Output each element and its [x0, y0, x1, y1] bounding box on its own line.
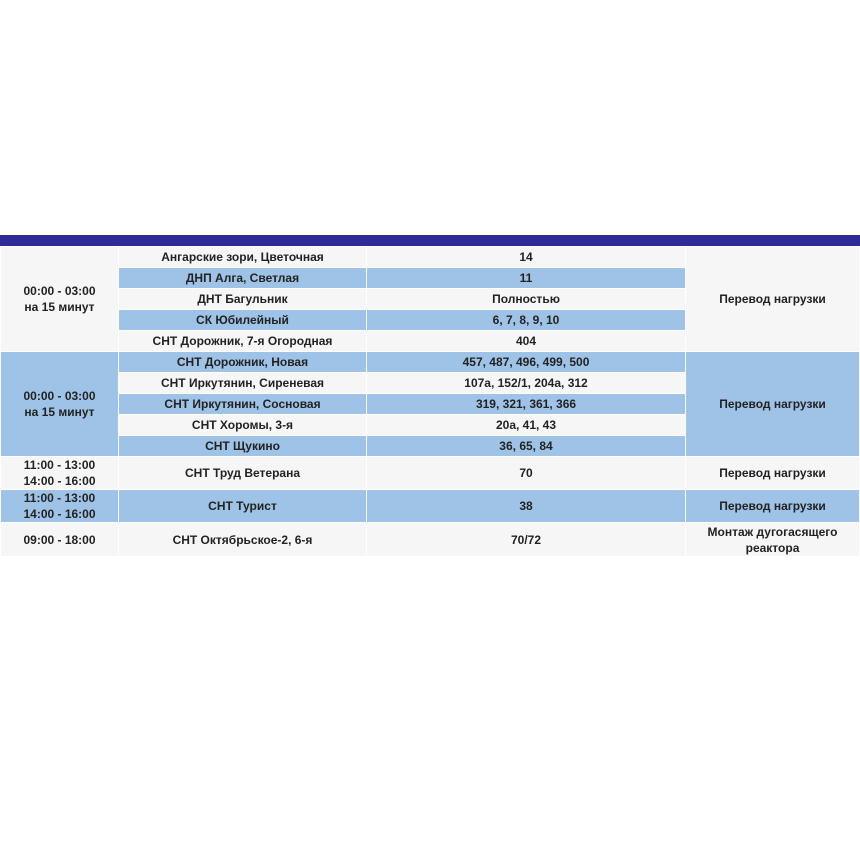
table-row: ДНТ Багульник Полностью	[1, 289, 859, 309]
table-row: СНТ Иркутянин, Сиреневая 107а, 152/1, 20…	[1, 373, 859, 393]
table-row: СНТ Щукино 36, 65, 84	[1, 436, 859, 456]
outage-schedule-table: 00:00 - 03:00 на 15 минут Ангарские зори,…	[0, 246, 860, 557]
table-row: ДНП Алга, Светлая 11	[1, 268, 859, 288]
houses-cell: 319, 321, 361, 366	[367, 394, 685, 414]
place-cell: СНТ Хоромы, 3-я	[119, 415, 366, 435]
time-cell: 00:00 - 03:00 на 15 минут	[1, 352, 118, 456]
houses-cell: 6, 7, 8, 9, 10	[367, 310, 685, 330]
note-cell: Перевод нагрузки	[686, 247, 859, 351]
table-row: 00:00 - 03:00 на 15 минут Ангарские зори,…	[1, 247, 859, 351]
table-row: 11:00 - 13:00 14:00 - 16:00 СНТ Труд Вете…	[1, 457, 859, 489]
table-row: СНТ Хоромы, 3-я 20а, 41, 43	[1, 415, 859, 435]
place-cell: СНТ Дорожник, Новая	[119, 352, 366, 372]
houses-cell: 38	[367, 490, 685, 522]
houses-cell: 404	[367, 331, 685, 351]
table-row: СНТ Иркутянин, Сосновая 319, 321, 361, 3…	[1, 394, 859, 414]
note-cell: Перевод нагрузки	[686, 457, 859, 489]
place-cell: СК Юбилейный	[119, 310, 366, 330]
place-cell: СНТ Труд Ветерана	[119, 457, 366, 489]
place-cell: СНТ Турист	[119, 490, 366, 522]
houses-cell: 457, 487, 496, 499, 500	[367, 352, 685, 372]
time-cell: 11:00 - 13:00 14:00 - 16:00	[1, 490, 118, 522]
houses-cell: 36, 65, 84	[367, 436, 685, 456]
houses-cell: 20а, 41, 43	[367, 415, 685, 435]
table-header-bar	[0, 235, 860, 246]
place-cell: СНТ Щукино	[119, 436, 366, 456]
place-cell: СНТ Иркутянин, Сиреневая	[119, 373, 366, 393]
houses-cell: 11	[367, 268, 685, 288]
note-cell: Монтаж дугогасящего реактора	[686, 523, 859, 556]
time-cell: 09:00 - 18:00	[1, 523, 118, 556]
place-cell: ДНТ Багульник	[119, 289, 366, 309]
houses-cell: 14	[367, 247, 685, 267]
table-row: 11:00 - 13:00 14:00 - 16:00 СНТ Турист 38…	[1, 490, 859, 522]
table-row: СНТ Дорожник, 7-я Огородная 404	[1, 331, 859, 351]
houses-cell: 70/72	[367, 523, 685, 556]
table-row: 00:00 - 03:00 на 15 минут СНТ Дорожник, Н…	[1, 352, 859, 456]
place-cell: СНТ Октябрьское-2, 6-я	[119, 523, 366, 556]
place-cell: ДНП Алга, Светлая	[119, 268, 366, 288]
place-cell: СНТ Иркутянин, Сосновая	[119, 394, 366, 414]
houses-cell: 70	[367, 457, 685, 489]
houses-cell: Полностью	[367, 289, 685, 309]
place-cell: СНТ Дорожник, 7-я Огородная	[119, 331, 366, 351]
table-row: 09:00 - 18:00 СНТ Октябрьское-2, 6-я 70/…	[1, 523, 859, 556]
table-row: СК Юбилейный 6, 7, 8, 9, 10	[1, 310, 859, 330]
place-cell: Ангарские зори, Цветочная	[119, 247, 366, 267]
note-cell: Перевод нагрузки	[686, 352, 859, 456]
time-cell: 11:00 - 13:00 14:00 - 16:00	[1, 457, 118, 489]
time-cell: 00:00 - 03:00 на 15 минут	[1, 247, 118, 351]
houses-cell: 107а, 152/1, 204а, 312	[367, 373, 685, 393]
note-cell: Перевод нагрузки	[686, 490, 859, 522]
